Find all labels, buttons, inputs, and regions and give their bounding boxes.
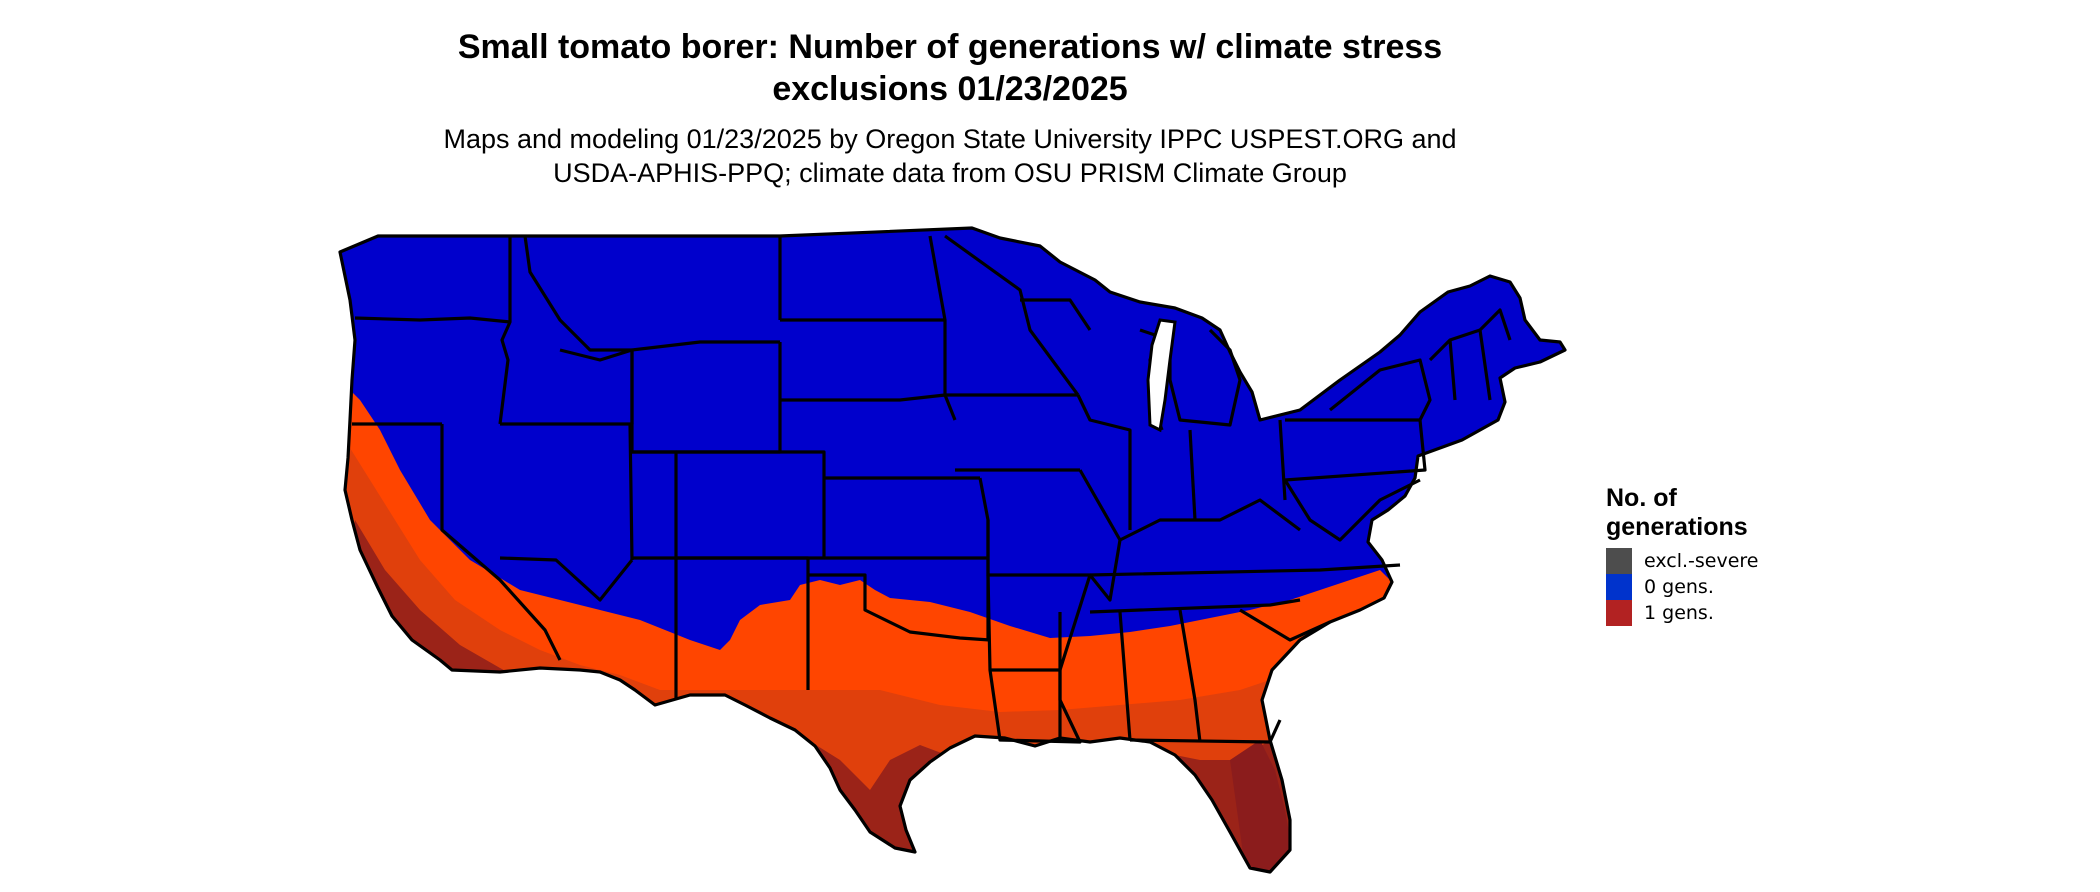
legend-item-0-gens: 0 gens.	[1606, 574, 1759, 600]
in-oh-border	[1188, 429, 1197, 521]
legend-swatch-0-gens	[1606, 574, 1632, 600]
ga-fl-border	[1129, 719, 1282, 744]
state-borders	[338, 226, 1567, 874]
zero-gens-fill	[340, 228, 1565, 872]
legend-title: No. of generations	[1606, 484, 1759, 542]
nv-az-border	[499, 556, 634, 602]
legend-label-1-gens: 1 gens.	[1644, 602, 1714, 624]
tn-ky-border	[1089, 563, 1401, 577]
legend-title-line-2: generations	[1606, 513, 1748, 541]
va-wv-border	[1283, 478, 1421, 542]
map-title: Small tomato borer: Number of generation…	[350, 26, 1550, 110]
ky-oh-border	[1119, 498, 1301, 542]
florida-dark	[1230, 740, 1292, 872]
ms-al-border	[1058, 611, 1132, 742]
ok-tx-border	[808, 573, 991, 642]
sd-ne-border	[780, 393, 957, 421]
wa-or-border	[354, 316, 511, 324]
legend-item-excl-severe: excl.-severe	[1606, 548, 1759, 574]
legend-label-0-gens: 0 gens.	[1644, 576, 1714, 598]
al-ga-border	[1178, 609, 1202, 743]
legend-item-1-gens: 1 gens.	[1606, 600, 1759, 626]
legend-swatch-1-gens	[1606, 600, 1632, 626]
subtitle-line-1: Maps and modeling 01/23/2025 by Oregon S…	[443, 124, 1457, 154]
legend-title-line-1: No. of	[1606, 484, 1677, 512]
subtitle-line-2: USDA-APHIS-PPQ; climate data from OSU PR…	[553, 158, 1347, 188]
nc-sc-border	[1239, 608, 1331, 642]
tn-south-border	[1089, 598, 1301, 614]
ca-nv-border	[440, 424, 562, 661]
mi-wi-border	[1020, 298, 1092, 331]
oh-pa-border	[1278, 419, 1287, 501]
map-legend: No. of generations excl.-severe 0 gens. …	[1606, 484, 1759, 626]
map-subtitle: Maps and modeling 01/23/2025 by Oregon S…	[350, 122, 1550, 190]
id-west-border	[498, 236, 512, 425]
legend-label-excl-severe: excl.-severe	[1644, 550, 1759, 572]
pa-box	[1284, 418, 1427, 482]
lake-michigan	[1146, 318, 1177, 433]
legend-swatch-excl-severe	[1606, 548, 1632, 574]
mn-east-border	[944, 234, 1080, 396]
nm-box	[676, 556, 810, 690]
title-line-1: Small tomato borer: Number of generation…	[457, 28, 1443, 66]
dakotas-east-border	[928, 235, 947, 395]
il-in-border	[1076, 394, 1132, 530]
ar-box	[986, 574, 1092, 672]
title-line-2: exclusions 01/23/2025	[772, 70, 1128, 108]
new-england	[1428, 308, 1512, 401]
ny-border	[1329, 358, 1432, 421]
zero-gens-region	[340, 228, 1565, 872]
